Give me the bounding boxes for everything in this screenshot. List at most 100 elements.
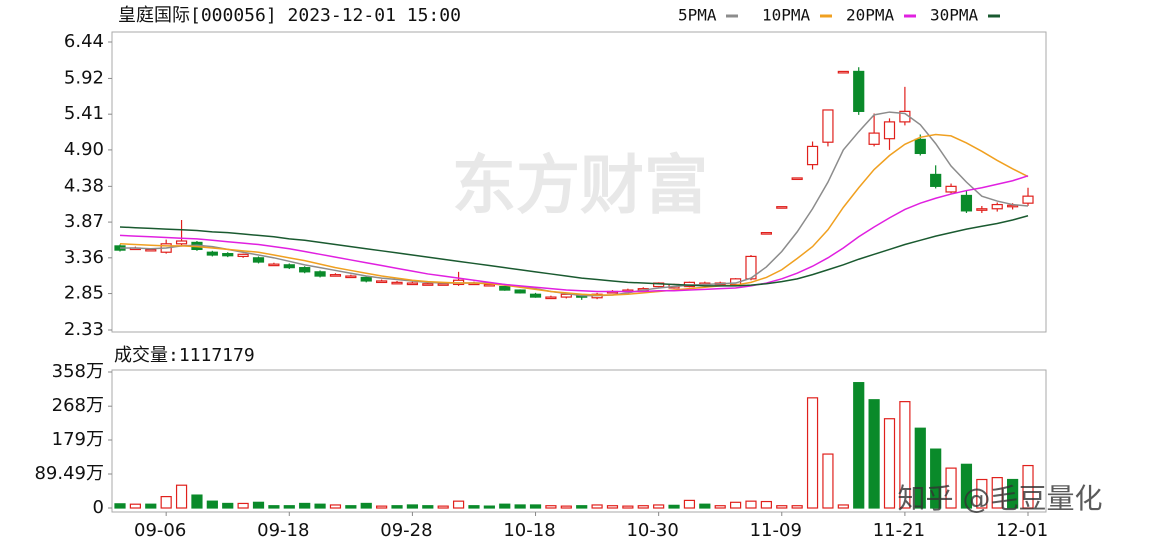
volume-bar: [883, 418, 896, 509]
candle-body: [345, 275, 357, 279]
ma-line: [119, 215, 1029, 287]
volume-bar: [268, 505, 280, 509]
volume-bar: [668, 504, 680, 509]
ma-line: [120, 111, 1029, 297]
watermark: 东方财富: [452, 150, 708, 224]
candle-body: [145, 248, 157, 252]
candle-body: [391, 281, 403, 285]
candle-body: [853, 70, 865, 112]
candle-body: [422, 283, 434, 286]
candle-body: [806, 145, 819, 166]
candle-body: [514, 289, 526, 294]
candle-body: [299, 267, 311, 273]
y-tick-label: 358万: [52, 361, 104, 382]
volume-bar: [422, 505, 434, 509]
volume-bar: [145, 503, 157, 509]
volume-bar: [237, 502, 249, 509]
legend-label: 30PMA: [930, 6, 979, 25]
candle-body: [437, 283, 449, 286]
volume-bar: [760, 500, 772, 509]
candle-body: [222, 253, 234, 257]
y-tick-label: 268万: [52, 395, 104, 416]
volume-bar: [960, 463, 973, 509]
x-tick-label: 09-28: [380, 520, 432, 541]
candle-body: [760, 231, 772, 235]
volume-bar: [299, 502, 311, 509]
y-tick-label: 4.90: [64, 139, 104, 160]
volume-bar: [699, 503, 711, 509]
candle-body: [960, 194, 973, 212]
volume-bar: [114, 503, 126, 509]
volume-bar: [714, 505, 726, 509]
candle-body: [991, 203, 1003, 210]
volume-bar: [160, 496, 172, 509]
volume-bar: [914, 427, 926, 509]
volume-bar: [729, 501, 742, 509]
candle-body: [883, 121, 896, 140]
ma-line: [119, 133, 1029, 296]
y-tick-label: 2.33: [64, 319, 104, 340]
candle-body: [914, 138, 926, 155]
y-tick-label: 4.38: [64, 175, 104, 196]
volume-bar: [252, 501, 265, 509]
volume-bar: [776, 505, 788, 509]
candle-body: [406, 282, 419, 286]
volume-bar: [930, 448, 942, 509]
volume-bar: [191, 494, 203, 509]
volume-bar: [622, 505, 634, 509]
y-tick-label: 179万: [52, 429, 104, 450]
y-tick-label: 0: [93, 497, 104, 518]
candle-body: [868, 132, 880, 145]
candle-body: [1022, 195, 1034, 204]
price-frame: [111, 31, 1047, 333]
volume-bar: [899, 401, 911, 509]
y-tick-label: 89.49万: [34, 463, 104, 484]
candle-body: [268, 263, 280, 267]
volume-bar: [376, 505, 388, 509]
y-tick-label: 6.44: [64, 31, 104, 52]
y-tick-label: 3.87: [64, 211, 104, 232]
volume-bar: [206, 500, 218, 509]
volume-bar: [945, 467, 957, 509]
volume-bar: [683, 499, 696, 509]
candle-body: [976, 208, 988, 211]
candle-body: [837, 70, 849, 74]
volume-bar: [314, 503, 326, 509]
y-tick-label: 5.92: [64, 67, 104, 88]
volume-bar: [868, 399, 880, 509]
candle-body: [329, 274, 342, 277]
legend-label: 20PMA: [846, 6, 895, 25]
volume-bar: [437, 505, 449, 509]
volume-bar: [976, 478, 988, 509]
volume-bar: [222, 502, 234, 509]
volume-bar: [283, 505, 295, 509]
volume-bar: [391, 505, 403, 509]
volume-bar: [576, 505, 588, 509]
volume-bar: [653, 504, 665, 509]
y-tick-label: 2.85: [64, 283, 104, 304]
candle-body: [314, 271, 326, 277]
x-tick-label: 12-01: [996, 520, 1048, 541]
volume-bar: [591, 504, 603, 509]
volume-bar: [129, 503, 141, 509]
volume-bar: [499, 503, 511, 509]
x-tick-label: 11-21: [873, 520, 925, 541]
volume-bar: [345, 505, 357, 509]
candle-body: [945, 185, 957, 193]
volume-bar: [806, 397, 819, 509]
volume-bar: [1007, 478, 1019, 509]
volume-bar: [329, 504, 342, 509]
candle-body: [206, 251, 218, 256]
y-tick-label: 5.41: [64, 103, 104, 124]
volume-bar: [637, 505, 649, 509]
volume-frame: [111, 369, 1047, 513]
volume-bar: [991, 477, 1003, 509]
volume-bar: [452, 500, 465, 509]
volume-bar: [514, 504, 526, 509]
x-tick-label: 09-18: [257, 520, 309, 541]
candle-body: [822, 109, 834, 143]
volume-bar: [837, 504, 849, 509]
candle-body: [545, 296, 557, 300]
candle-body: [175, 240, 188, 245]
x-tick-label: 09-06: [134, 520, 186, 541]
